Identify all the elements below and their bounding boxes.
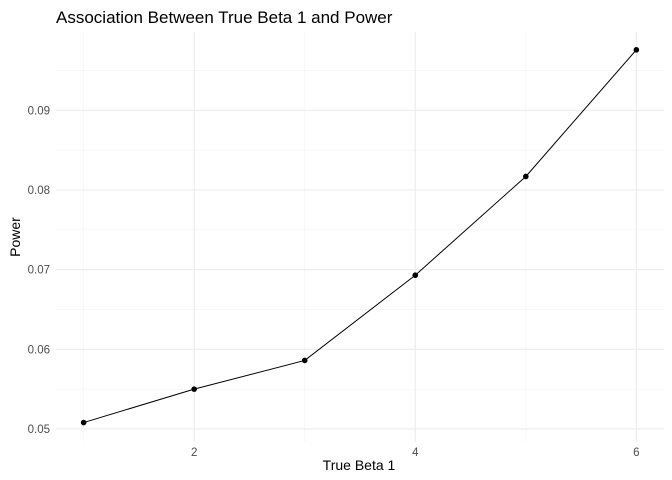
y-tick-label: 0.08 xyxy=(28,185,50,197)
data-point xyxy=(301,357,308,364)
grid xyxy=(56,32,664,442)
x-tick-label: 2 xyxy=(191,447,197,459)
y-tick-label: 0.07 xyxy=(28,265,50,277)
chart-title: Association Between True Beta 1 and Powe… xyxy=(56,8,393,27)
series xyxy=(80,47,640,426)
x-axis-label: True Beta 1 xyxy=(323,457,396,473)
x-axis-ticks: 2 4 6 xyxy=(191,447,640,459)
data-point xyxy=(633,47,640,53)
y-tick-label: 0.05 xyxy=(28,424,50,436)
data-point xyxy=(412,272,419,279)
series-line xyxy=(83,49,637,424)
data-point xyxy=(191,386,197,392)
x-tick-label: 6 xyxy=(633,447,639,459)
y-tick-label: 0.06 xyxy=(28,344,50,356)
data-point xyxy=(80,419,87,426)
y-axis-label: Power xyxy=(7,217,23,257)
y-axis-ticks: 0.05 0.06 0.07 0.08 0.09 xyxy=(28,105,50,436)
data-point xyxy=(523,173,529,180)
x-tick-label: 4 xyxy=(412,447,419,459)
y-tick-label: 0.09 xyxy=(28,105,50,117)
